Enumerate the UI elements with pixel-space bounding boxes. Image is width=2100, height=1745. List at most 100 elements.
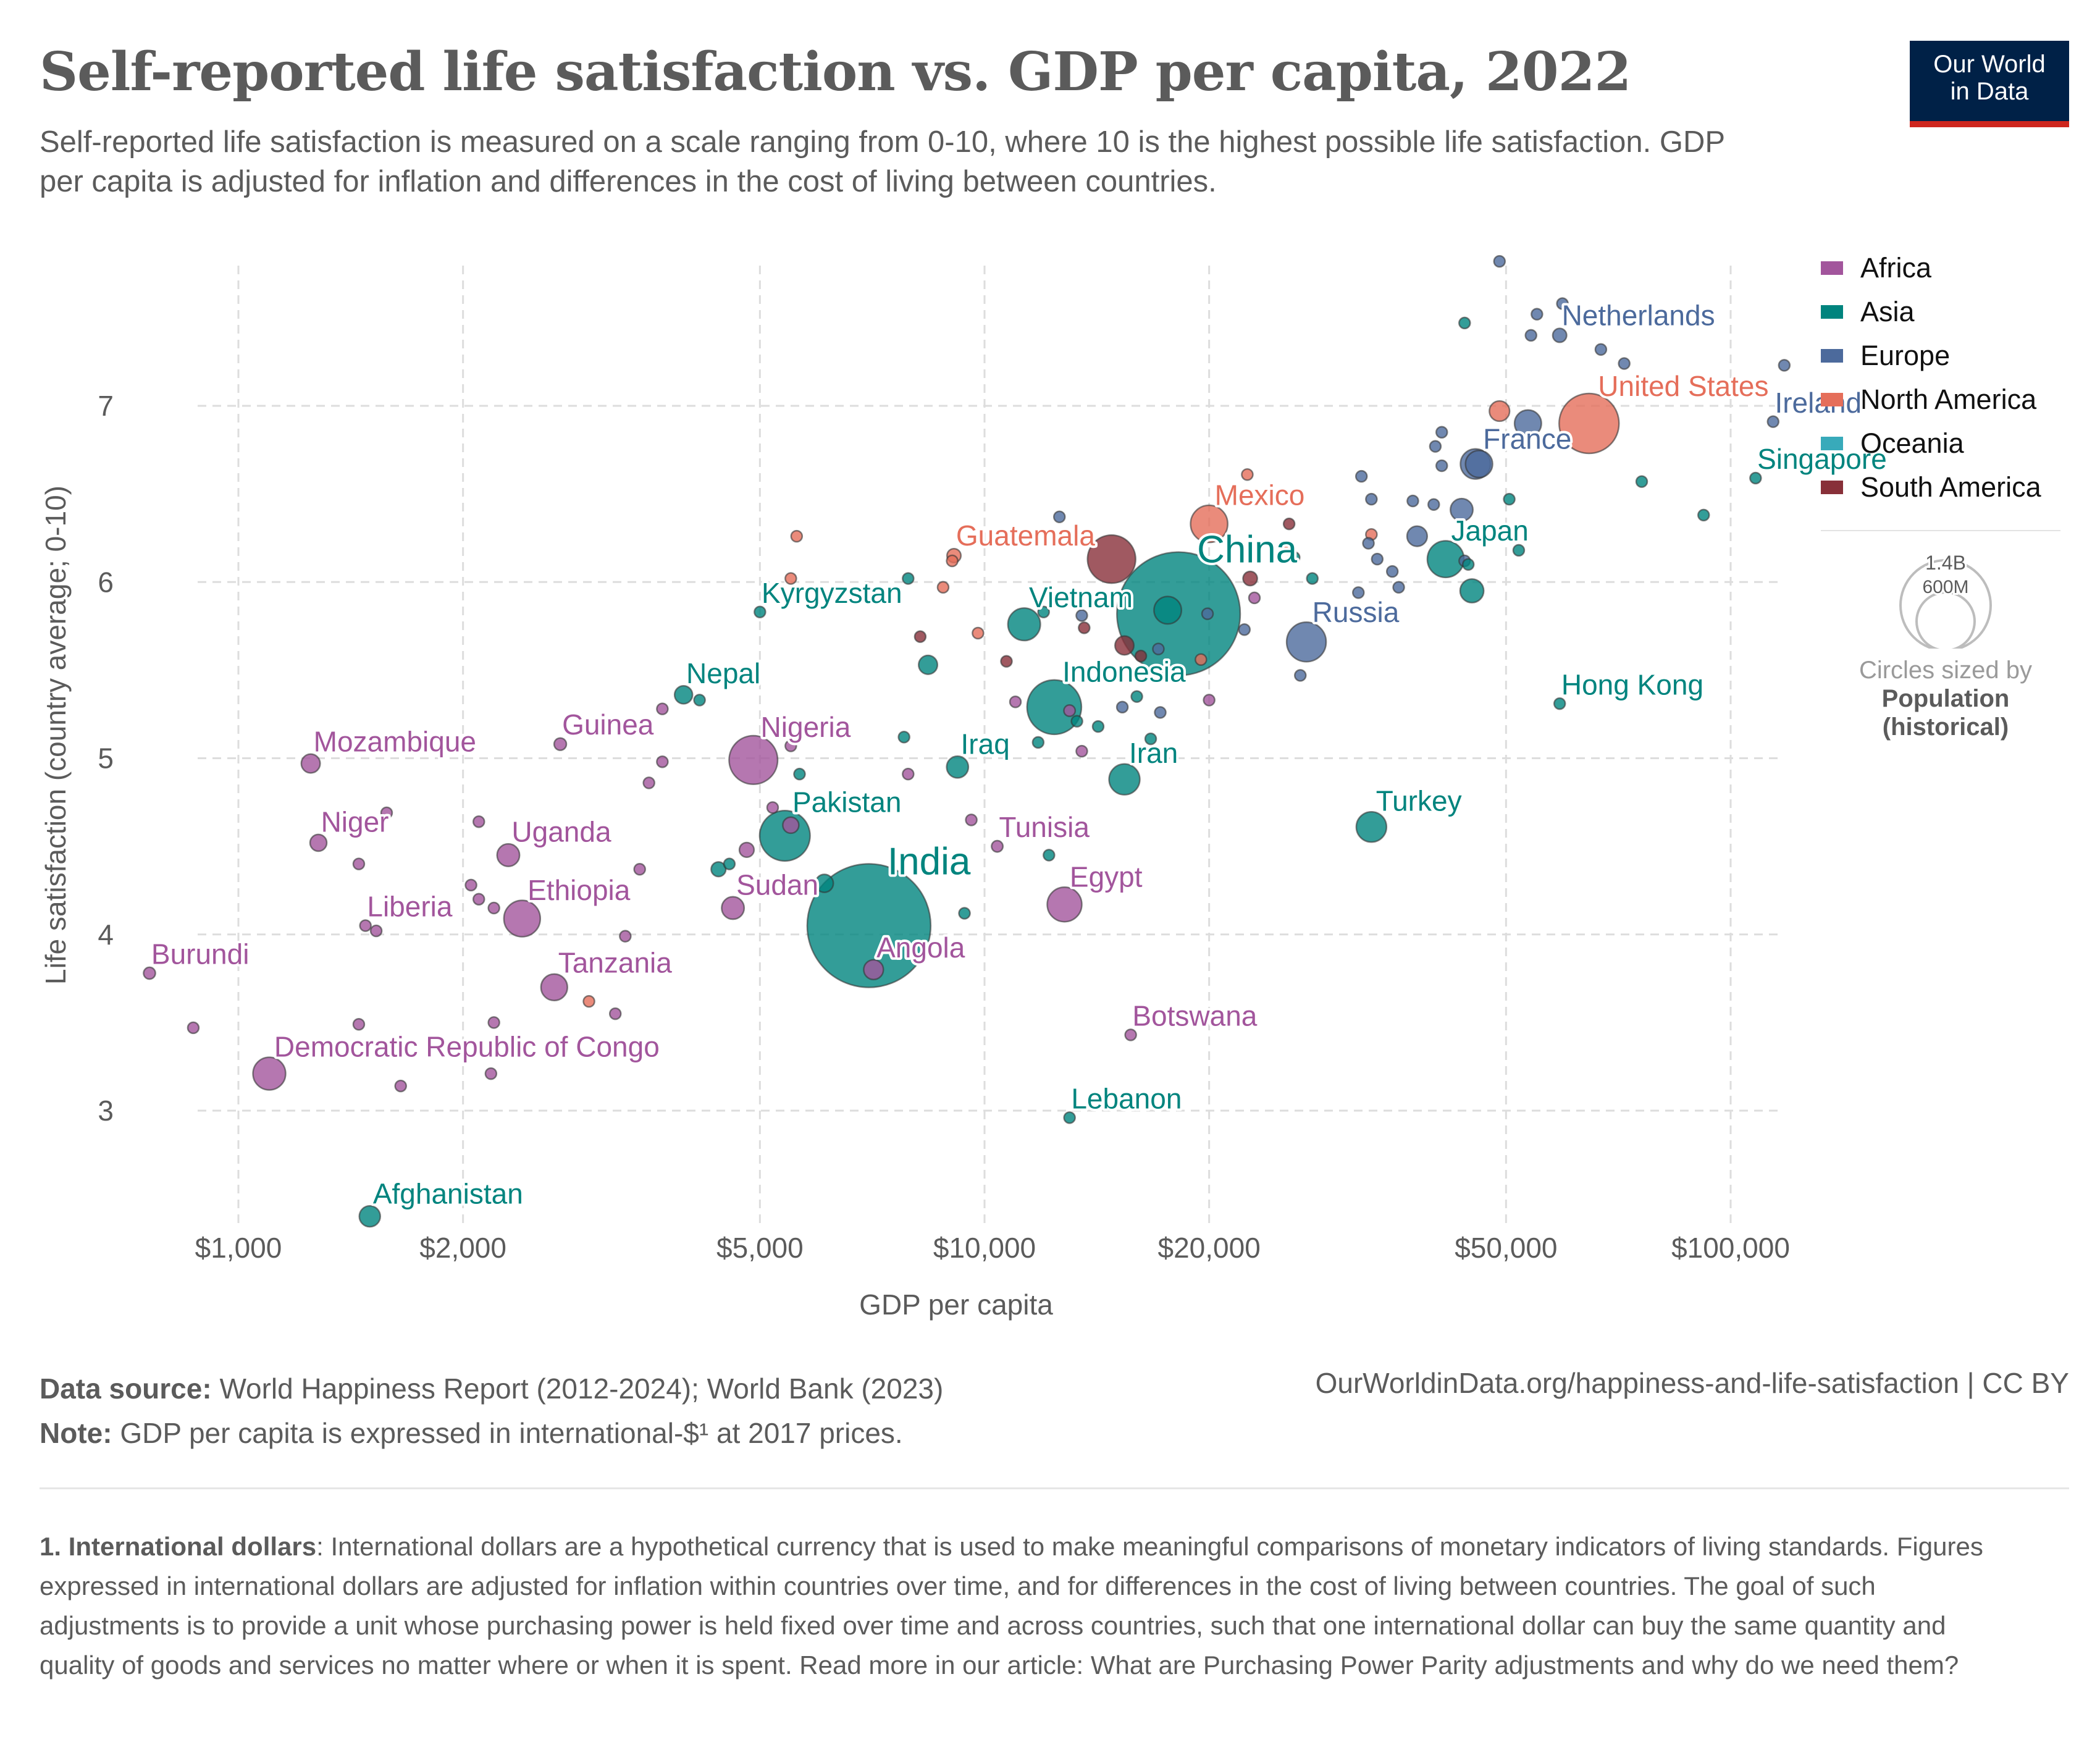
data-point[interactable] [1489, 400, 1511, 423]
data-point[interactable] [766, 801, 779, 814]
data-point-netherlands[interactable] [1552, 327, 1568, 343]
data-point[interactable] [1429, 440, 1442, 453]
data-point[interactable] [914, 630, 927, 643]
data-point[interactable] [972, 626, 985, 640]
data-point-liberia[interactable] [359, 919, 372, 932]
data-point-india[interactable] [806, 863, 932, 988]
data-point[interactable] [902, 767, 915, 781]
data-point[interactable] [1594, 343, 1608, 356]
data-point[interactable] [582, 994, 595, 1008]
data-point[interactable] [1078, 621, 1091, 634]
data-point-uganda[interactable] [496, 843, 521, 867]
data-point-democratic-republic-of-congo[interactable] [252, 1056, 287, 1091]
data-point[interactable] [352, 857, 366, 870]
data-point[interactable] [946, 554, 959, 568]
data-point[interactable] [1427, 498, 1440, 511]
legend-item-south-america[interactable]: South America [1821, 465, 2041, 509]
data-point[interactable] [1435, 426, 1448, 439]
data-point-angola[interactable] [863, 959, 884, 980]
data-point-vietnam[interactable] [1007, 607, 1041, 642]
data-point[interactable] [464, 878, 477, 892]
data-point[interactable] [1114, 635, 1135, 656]
data-point[interactable] [1063, 704, 1077, 717]
data-point-russia[interactable] [1285, 621, 1327, 663]
data-point-egypt[interactable] [1046, 886, 1083, 923]
data-point[interactable] [484, 1067, 498, 1080]
data-point[interactable] [472, 815, 485, 828]
data-point[interactable] [1352, 586, 1365, 599]
data-point[interactable] [1406, 494, 1419, 508]
data-point[interactable] [1294, 669, 1307, 682]
data-point[interactable] [738, 841, 755, 858]
data-point[interactable] [1154, 706, 1167, 719]
data-point[interactable] [369, 924, 383, 938]
data-point[interactable] [1091, 720, 1105, 733]
data-point[interactable] [1461, 558, 1475, 571]
data-point-mozambique[interactable] [300, 753, 321, 774]
data-point[interactable] [784, 572, 797, 585]
data-point[interactable] [1134, 649, 1148, 663]
footer-url-link[interactable]: OurWorldinData.org/happiness-and-life-sa… [1315, 1367, 2069, 1399]
data-point[interactable] [1009, 695, 1022, 709]
data-point-niger[interactable] [309, 833, 328, 852]
data-point[interactable] [1000, 655, 1013, 668]
data-point[interactable] [1362, 537, 1375, 550]
data-point[interactable] [1195, 653, 1208, 666]
data-point[interactable] [784, 739, 797, 752]
data-point-france[interactable] [1464, 449, 1493, 479]
data-point[interactable] [1513, 409, 1542, 438]
data-point[interactable] [1144, 732, 1157, 746]
data-point[interactable] [1365, 492, 1378, 506]
data-point-pakistan[interactable] [758, 809, 811, 862]
data-point[interactable] [394, 1079, 407, 1093]
data-point[interactable] [1130, 690, 1143, 703]
data-point[interactable] [1086, 534, 1136, 584]
data-point[interactable] [380, 806, 393, 820]
data-point[interactable] [1524, 329, 1537, 342]
data-point-iran[interactable] [1108, 763, 1141, 796]
data-point[interactable] [642, 776, 655, 789]
data-point[interactable] [487, 901, 500, 915]
data-point-burundi[interactable] [143, 966, 156, 980]
data-point[interactable] [1385, 565, 1399, 578]
data-point[interactable] [723, 857, 736, 870]
data-point[interactable] [965, 814, 978, 826]
data-point[interactable] [1306, 572, 1319, 585]
data-point-kyrgyzstan[interactable] [754, 605, 766, 618]
data-point[interactable] [958, 907, 971, 920]
data-point[interactable] [1070, 715, 1083, 728]
data-point[interactable] [1635, 475, 1648, 488]
data-point-mexico[interactable] [1190, 504, 1228, 544]
data-point-nigeria[interactable] [728, 734, 779, 785]
data-point[interactable] [710, 861, 727, 878]
data-point[interactable] [1778, 359, 1791, 372]
data-point-indonesia[interactable] [1026, 679, 1083, 736]
data-point[interactable] [1248, 591, 1261, 605]
legend-item-africa[interactable]: Africa [1821, 246, 2041, 290]
legend-item-north-america[interactable]: North America [1821, 377, 2041, 421]
owid-logo[interactable]: Our World in Data [1910, 41, 2069, 127]
data-point-guinea[interactable] [553, 737, 568, 751]
data-point-botswana[interactable] [1124, 1028, 1137, 1041]
data-point[interactable] [1282, 517, 1296, 531]
data-point[interactable] [352, 1017, 366, 1031]
data-point[interactable] [1115, 700, 1129, 714]
data-point[interactable] [1435, 459, 1448, 473]
data-point[interactable] [656, 755, 669, 768]
data-point[interactable] [1459, 578, 1485, 603]
data-point-ireland[interactable] [1766, 415, 1779, 428]
data-point[interactable] [1031, 736, 1045, 749]
data-point[interactable] [814, 873, 834, 893]
data-point[interactable] [1281, 542, 1295, 555]
data-point[interactable] [656, 702, 669, 715]
data-point[interactable] [619, 930, 632, 943]
data-point[interactable] [1531, 308, 1544, 321]
data-point[interactable] [608, 1007, 622, 1020]
data-point[interactable] [1450, 497, 1474, 522]
data-point[interactable] [1458, 316, 1471, 330]
data-point[interactable] [782, 816, 800, 835]
data-point[interactable] [1512, 544, 1526, 557]
legend-item-europe[interactable]: Europe [1821, 334, 2041, 377]
data-point-sudan[interactable] [721, 896, 746, 920]
data-point-turkey[interactable] [1355, 811, 1388, 843]
